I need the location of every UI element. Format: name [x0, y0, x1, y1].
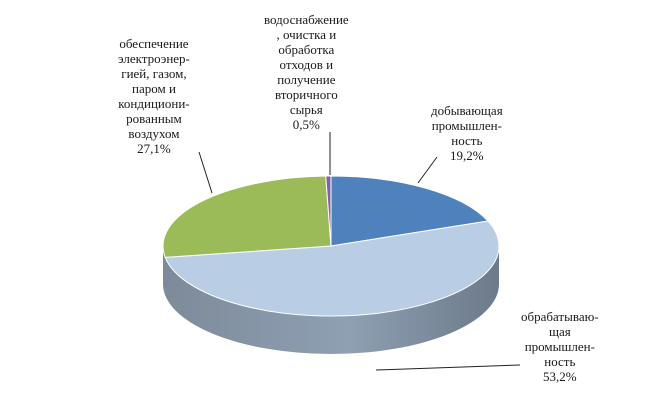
pie-top-face — [162, 175, 500, 317]
pie-slice-2 — [162, 175, 332, 258]
pie-slice-1 — [164, 220, 500, 317]
leader-line-0 — [417, 156, 438, 184]
slice-label-2-line-6: воздухом — [128, 126, 180, 141]
slice-label-2-line-5: рованным — [126, 111, 182, 126]
slice-label-2-line-4: кондициони- — [118, 96, 190, 111]
pie-side-wall — [163, 246, 499, 354]
slice-label-3-line-3: отходов и — [279, 57, 334, 72]
leader-line-1 — [375, 364, 521, 371]
slice-label-2-line-0: обеспечение — [119, 36, 189, 51]
pie-slice-0 — [330, 175, 489, 247]
slice-label-3-line-0: водоснабжение — [264, 12, 349, 27]
slice-label-3-line-5: вторичного — [274, 87, 338, 102]
pie-side-surface — [163, 246, 499, 354]
slice-label-0-line-1: промышлен- — [431, 118, 502, 133]
slice-value-0: 19,2% — [450, 148, 484, 163]
slice-label-3: водоснабжение, очистка и обработка отходов… — [264, 12, 349, 132]
slice-label-2-line-2: гией, газом, — [121, 66, 187, 81]
slice-value-1: 53,2% — [543, 369, 577, 384]
slice-label-1: обрабатываю-щая промышлен-ность 53,2% — [521, 309, 599, 384]
slice-label-1-line-0: обрабатываю- — [521, 309, 599, 324]
slice-label-1-line-3: ность — [544, 354, 576, 369]
slice-value-3: 0,5% — [292, 117, 320, 132]
slice-label-2-line-3: паром и — [131, 81, 176, 96]
slice-label-3-line-6: сырья — [289, 102, 323, 117]
slice-label-0-line-2: ность — [451, 133, 483, 148]
slice-label-3-line-4: получение — [277, 72, 336, 87]
slice-label-3-line-1: , очистка и — [276, 27, 337, 42]
slice-label-3-line-2: обработка — [278, 42, 335, 57]
slice-label-2: обеспечение электроэнер-гией, газом, паром… — [118, 36, 190, 156]
pie-slice-3 — [325, 175, 332, 247]
leader-line-2 — [198, 151, 213, 194]
slice-label-0: добывающая промышлен-ность 19,2% — [431, 103, 503, 163]
slice-value-2: 27,1% — [137, 141, 171, 156]
slice-label-2-line-1: электроэнер- — [118, 51, 190, 66]
slice-label-1-line-2: промышлен- — [524, 339, 595, 354]
slice-label-0-line-0: добывающая — [431, 103, 503, 118]
leader-lines — [198, 132, 521, 371]
slice-label-1-line-1: щая — [548, 324, 571, 339]
